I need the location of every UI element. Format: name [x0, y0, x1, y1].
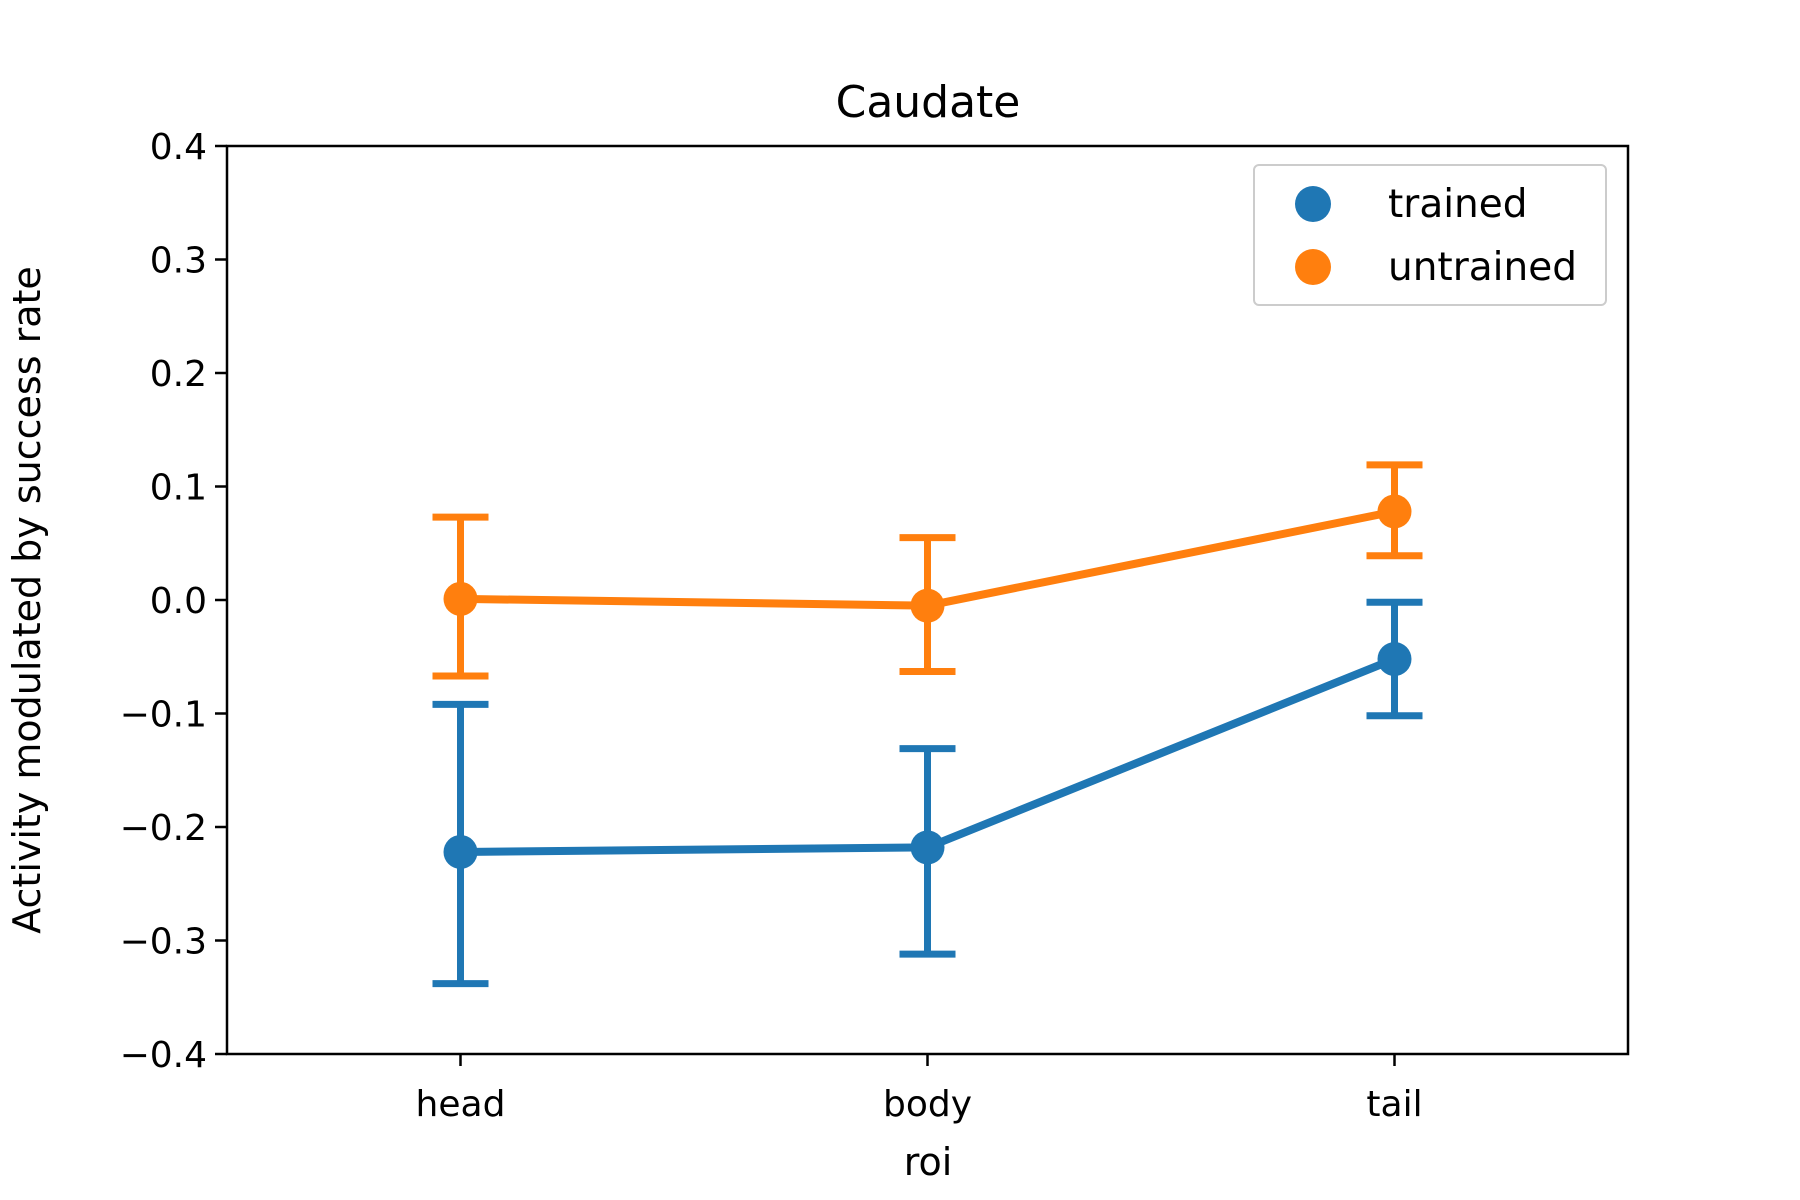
x-tick-label-head: head: [416, 1084, 506, 1125]
legend-marker-trained: [1295, 186, 1331, 222]
y-tick-label: −0.4: [120, 1035, 207, 1076]
y-axis-label: Activity modulated by success rate: [5, 266, 49, 934]
y-tick-label: 0.3: [150, 241, 207, 282]
x-axis: head body tail: [416, 1054, 1423, 1125]
data-point-untrained-body: [910, 588, 945, 623]
y-tick-label: −0.2: [120, 808, 207, 849]
data-point-trained-tail: [1377, 642, 1412, 677]
legend-frame: [1253, 164, 1607, 306]
data-point-trained-head: [443, 834, 478, 869]
data-point-untrained-head: [443, 581, 478, 616]
x-tick-label-tail: tail: [1366, 1084, 1422, 1125]
legend-label-untrained: untrained: [1388, 245, 1577, 290]
y-tick-label: −0.1: [120, 695, 207, 736]
chart-title: Caudate: [836, 77, 1021, 128]
y-tick-label: 0.1: [150, 468, 207, 509]
y-tick-label: 0.2: [150, 354, 207, 395]
series-trained: [432, 598, 1423, 988]
y-tick-label: 0.4: [150, 127, 207, 168]
plot-area: [432, 461, 1423, 988]
legend-label-trained: trained: [1388, 182, 1528, 227]
x-tick-label-body: body: [883, 1084, 972, 1125]
y-axis: 0.4 0.3 0.2 0.1 0.0 −0.1 −0.2 −0.3 −0.4: [120, 127, 227, 1076]
series-untrained: [432, 461, 1423, 680]
legend-marker-untrained: [1295, 249, 1331, 285]
legend: trained untrained: [1253, 164, 1607, 306]
y-tick-label: 0.0: [150, 581, 207, 622]
x-axis-label: roi: [904, 1140, 953, 1184]
y-tick-label: −0.3: [120, 922, 207, 963]
data-point-trained-body: [910, 830, 945, 865]
data-point-untrained-tail: [1377, 494, 1412, 529]
